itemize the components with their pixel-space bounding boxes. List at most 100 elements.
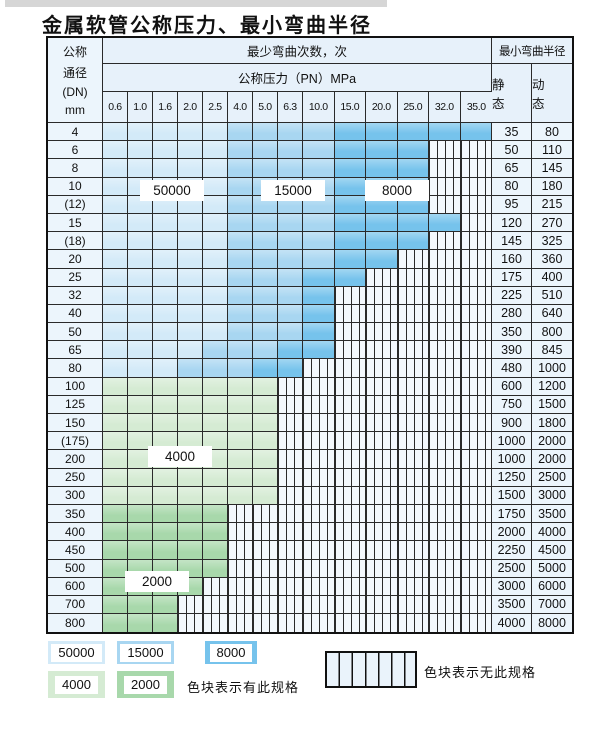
bend-count-label: 8000 bbox=[365, 180, 429, 201]
no-spec-cell bbox=[334, 577, 366, 596]
static-value-cell: 2000 bbox=[492, 523, 532, 542]
dn-cell: 32 bbox=[48, 286, 103, 305]
dn-cell: 600 bbox=[48, 577, 103, 596]
dn-header-line: (DN) bbox=[62, 85, 88, 99]
dynamic-value-cell: 3000 bbox=[532, 486, 572, 505]
spec-cell bbox=[278, 213, 303, 233]
spec-cell bbox=[128, 123, 153, 142]
spec-cell bbox=[153, 341, 178, 360]
no-spec-cell bbox=[397, 577, 429, 596]
spec-cell bbox=[103, 141, 128, 160]
spec-cell bbox=[103, 323, 128, 342]
legend-swatch-label: 50000 bbox=[51, 643, 102, 662]
static-value-cell: 225 bbox=[492, 286, 532, 305]
legend-swatch-label: 15000 bbox=[120, 643, 171, 662]
no-spec-cell bbox=[429, 341, 461, 360]
no-spec-cell bbox=[460, 195, 492, 214]
spec-cell bbox=[128, 504, 153, 524]
dn-column-header: 公称 通径 (DN) mm bbox=[48, 38, 103, 123]
no-spec-cell bbox=[397, 432, 429, 451]
spec-cell bbox=[178, 268, 203, 287]
spec-cell bbox=[203, 195, 228, 214]
no-spec-cell bbox=[460, 559, 492, 578]
spec-cell bbox=[153, 414, 178, 433]
spec-cell bbox=[203, 523, 228, 542]
dynamic-value-cell: 400 bbox=[532, 268, 572, 287]
no-spec-cell bbox=[460, 377, 492, 396]
no-spec-cell bbox=[397, 286, 429, 305]
spec-cell bbox=[103, 468, 128, 487]
no-spec-cell bbox=[278, 432, 303, 451]
no-spec-cell bbox=[460, 523, 492, 542]
no-spec-cell bbox=[460, 395, 492, 414]
static-column-header: 静 态 bbox=[492, 64, 532, 123]
dynamic-value-cell: 180 bbox=[532, 177, 572, 196]
no-spec-cell bbox=[278, 414, 303, 433]
spec-cell bbox=[228, 232, 253, 251]
spec-cell bbox=[128, 359, 153, 378]
legend-has-spec-text: 色块表示有此规格 bbox=[187, 680, 300, 695]
spec-cell bbox=[253, 232, 278, 251]
no-spec-cell bbox=[460, 359, 492, 378]
spec-cell bbox=[178, 232, 203, 251]
spec-cell bbox=[303, 141, 335, 160]
static-value-cell: 175 bbox=[492, 268, 532, 287]
static-value-cell: 750 bbox=[492, 395, 532, 414]
spec-cell bbox=[253, 123, 278, 142]
no-spec-cell bbox=[334, 395, 366, 414]
no-spec-cell bbox=[303, 468, 335, 487]
no-spec-cell bbox=[278, 468, 303, 487]
no-spec-cell bbox=[278, 541, 303, 560]
spec-cell bbox=[103, 541, 128, 560]
dynamic-value-cell: 7000 bbox=[532, 595, 572, 615]
spec-cell bbox=[153, 286, 178, 305]
no-spec-cell bbox=[366, 359, 398, 378]
no-spec-cell bbox=[429, 432, 461, 451]
spec-cell bbox=[253, 359, 278, 378]
no-spec-cell bbox=[203, 577, 228, 596]
legend-no-spec-swatch bbox=[325, 651, 417, 688]
spec-cell bbox=[153, 359, 178, 378]
spec-cell bbox=[460, 123, 492, 142]
pressure-col-header: 1.6 bbox=[153, 92, 178, 123]
spec-cell bbox=[278, 359, 303, 378]
pressure-col-header: 5.0 bbox=[253, 92, 278, 123]
spec-cell bbox=[203, 395, 228, 414]
spec-cell bbox=[153, 614, 178, 633]
spec-cell bbox=[429, 123, 461, 142]
no-spec-cell bbox=[429, 195, 461, 214]
spec-cell bbox=[253, 432, 278, 451]
spec-cell bbox=[103, 304, 128, 324]
spec-cell bbox=[103, 359, 128, 378]
no-spec-cell bbox=[429, 577, 461, 596]
no-spec-cell bbox=[429, 486, 461, 505]
spec-cell bbox=[253, 213, 278, 233]
spec-cell bbox=[228, 323, 253, 342]
no-spec-cell bbox=[303, 432, 335, 451]
pressure-col-header: 2.0 bbox=[178, 92, 203, 123]
spec-cell bbox=[103, 577, 128, 596]
dn-header-line: mm bbox=[65, 103, 85, 117]
spec-cell bbox=[203, 177, 228, 196]
no-spec-cell bbox=[228, 541, 253, 560]
pressure-col-header: 0.6 bbox=[103, 92, 128, 123]
no-spec-cell bbox=[460, 177, 492, 196]
no-spec-cell bbox=[366, 286, 398, 305]
spec-cell bbox=[153, 159, 178, 178]
spec-cell bbox=[334, 213, 366, 233]
spec-cell bbox=[178, 304, 203, 324]
pressure-col-header: 32.0 bbox=[429, 92, 461, 123]
spec-cell bbox=[103, 268, 128, 287]
no-spec-cell bbox=[460, 213, 492, 233]
spec-cell bbox=[228, 177, 253, 196]
no-spec-cell bbox=[278, 577, 303, 596]
spec-cell bbox=[178, 359, 203, 378]
no-spec-cell bbox=[303, 486, 335, 505]
spec-cell bbox=[228, 377, 253, 396]
no-spec-cell bbox=[228, 504, 253, 524]
dynamic-value-cell: 145 bbox=[532, 159, 572, 178]
spec-cell bbox=[128, 614, 153, 633]
spec-cell bbox=[203, 504, 228, 524]
dynamic-value-cell: 800 bbox=[532, 323, 572, 342]
spec-cell bbox=[153, 250, 178, 269]
